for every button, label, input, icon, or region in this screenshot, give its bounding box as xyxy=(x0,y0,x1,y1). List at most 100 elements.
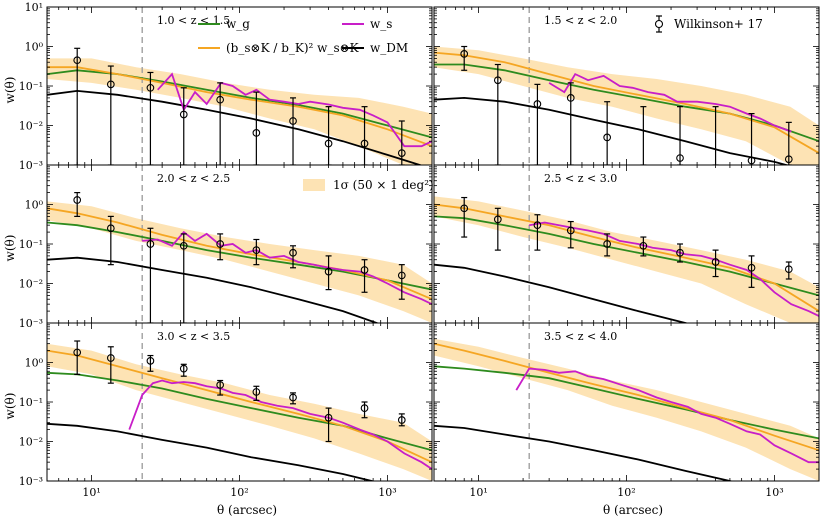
panel-4-marker xyxy=(603,240,612,248)
panel-1-datapoint xyxy=(73,47,82,165)
panel-4-datapoint xyxy=(784,261,793,280)
panel-1-marker xyxy=(106,80,115,89)
panel-4-marker xyxy=(639,241,648,250)
xlabel-left: θ (arcsec) xyxy=(217,503,277,517)
panel-1-marker xyxy=(216,95,225,104)
panel-5-ytick-label: 10⁻³ xyxy=(19,475,43,488)
panel-1-ytick-label: 10⁻³ xyxy=(19,159,43,172)
panel-1-datapoint xyxy=(397,120,406,165)
panel-6-plot-area xyxy=(434,323,819,481)
panel-1-datapoint xyxy=(289,97,297,165)
panel-3-line-cross xyxy=(47,207,432,301)
panel-5-xtick-label: 10³ xyxy=(378,486,396,499)
panel-2-marker xyxy=(493,76,502,85)
xlabel-right: θ (arcsec) xyxy=(603,503,663,517)
legend-wilk-label: Wilkinson+ 17 xyxy=(674,17,763,31)
panel-4-line-cross xyxy=(434,203,819,312)
panel-1-redshift-label: 1.0 < z < 1.5 xyxy=(157,14,230,27)
panel-2-plot-area xyxy=(434,7,819,208)
panel-4-datapoint xyxy=(493,207,502,251)
panel-6: 10¹ 10² 10³ 3.5 < z < 4.0 xyxy=(433,322,820,499)
panel-4-datapoint xyxy=(533,214,542,251)
panel-6-line-ws xyxy=(515,367,819,464)
panel-5-xtick-label: 10¹ xyxy=(82,486,100,499)
panel-3: 10⁻³ 10⁻² 10⁻¹ 10⁰ 2.0 < z < 2.5 xyxy=(19,164,433,330)
panel-5-datapoint xyxy=(360,401,369,419)
panel-3-datapoint xyxy=(289,245,297,269)
panel-2-datapoint xyxy=(712,106,719,208)
panel-3-datapoint xyxy=(360,259,369,293)
legend-cross-label: (b_s⊗K / b_K)² w_s⊗K xyxy=(226,41,360,55)
panel-2-datapoint xyxy=(533,83,542,165)
panel-4-datapoint xyxy=(603,233,612,257)
panel-1-datapoint xyxy=(146,71,155,165)
panel-3-datapoint xyxy=(216,233,225,261)
legend-wilk-marker xyxy=(654,19,664,29)
panel-4-line-wg xyxy=(434,215,819,297)
panel-2-marker xyxy=(603,133,612,142)
panel-5-datapoint xyxy=(252,385,261,401)
panel-4-datapoint xyxy=(566,220,575,249)
panel-3-marker xyxy=(73,196,82,204)
panel-4-marker xyxy=(533,221,542,230)
panel-2-marker xyxy=(784,155,793,164)
panel-2-line-cross xyxy=(434,51,819,154)
panel-6-redshift-label: 3.5 < z < 4.0 xyxy=(544,330,617,343)
panel-3-line-ws xyxy=(142,230,432,306)
panel-5-ytick-label: 10⁰ xyxy=(25,357,44,370)
panel-4: 2.5 < z < 3.0 xyxy=(433,164,820,324)
panel-2-datapoint xyxy=(493,63,502,165)
panel-5-marker xyxy=(252,388,261,396)
panel-1-datapoint xyxy=(106,65,115,165)
panel-4-marker xyxy=(566,226,575,235)
legend-panel3: 1σ (50 × 1 deg²) xyxy=(303,178,434,192)
panel-1-plot-area xyxy=(47,7,432,165)
panel-3-marker xyxy=(360,266,369,274)
panel-1-marker xyxy=(146,83,155,92)
panel-2-datapoint xyxy=(603,101,612,165)
panel-6-xtick-label: 10³ xyxy=(765,486,783,499)
panel-1-marker xyxy=(324,139,333,148)
panel-3-marker xyxy=(106,224,115,233)
panel-1-ytick-label: 10⁰ xyxy=(25,41,44,54)
panel-1-datapoint xyxy=(360,106,369,165)
panel-4-marker xyxy=(493,215,502,224)
panel-2-marker xyxy=(712,201,719,208)
panel-1-marker xyxy=(179,110,188,119)
panel-4-datapoint xyxy=(639,236,648,257)
panel-4-marker xyxy=(711,258,720,266)
panel-2-marker xyxy=(460,50,469,58)
panel-1-line-wdm xyxy=(47,89,423,165)
panel-1-datapoint xyxy=(252,91,261,165)
panel-5-band xyxy=(47,343,432,481)
panel-5: 10⁻³ 10⁻² 10⁻¹ 10⁰ 10¹ 10² 10³ 3.0 < z < 3.5 xyxy=(19,322,433,499)
panel-1-marker xyxy=(252,129,261,137)
ylabel-middle: w(θ) xyxy=(3,235,17,262)
panel-1-ytick-label: 10¹ xyxy=(25,1,43,14)
panel-5-ytick-label: 10⁻² xyxy=(19,436,43,449)
ylabel-bottom: w(θ) xyxy=(3,393,17,420)
panel-5-plot-area xyxy=(47,323,432,481)
panel-2-marker xyxy=(533,100,542,108)
panel-3-ytick-label: 10⁻³ xyxy=(19,317,43,330)
panel-3-band xyxy=(47,201,432,323)
panel-2-redshift-label: 1.5 < z < 2.0 xyxy=(544,14,617,27)
legend-band-swatch xyxy=(303,179,325,191)
panel-5-marker xyxy=(73,348,82,357)
panel-6-line-wg xyxy=(434,365,819,440)
legend-panel2: Wilkinson+ 17 xyxy=(654,15,763,33)
panel-3-line-wdm xyxy=(47,256,380,323)
panel-3-marker xyxy=(216,240,225,248)
panel-5-marker xyxy=(216,381,225,389)
legend-wg-label: w_g xyxy=(226,17,250,31)
panel-1-datapoint xyxy=(216,82,225,165)
panel-3-marker xyxy=(289,248,297,257)
panel-5-marker xyxy=(360,404,369,412)
panel-4-datapoint xyxy=(747,255,756,288)
panel-3-datapoint xyxy=(146,227,155,323)
panel-1-ytick-label: 10⁻² xyxy=(19,120,43,133)
panel-5-redshift-label: 3.0 < z < 3.5 xyxy=(157,330,230,343)
panel-1-datapoint xyxy=(179,87,188,165)
panel-3-datapoint xyxy=(397,264,406,300)
panel-3-marker xyxy=(252,246,261,254)
